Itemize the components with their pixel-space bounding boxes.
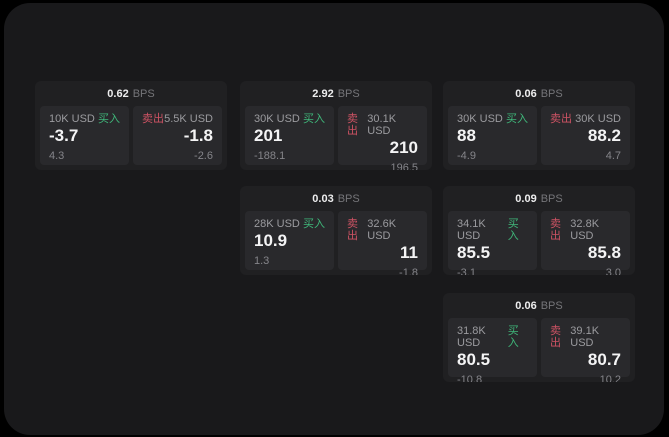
bps-unit-label: BPS [337,87,360,100]
buy-price: 10.9 [254,231,288,250]
bps-value: 0.09 [515,192,537,205]
bps-value: 0.06 [515,87,537,100]
buy-amount: 28K USD [254,218,300,230]
sell-panel[interactable]: 卖出 39.1K USD 80.7 10.2 [541,318,630,382]
bps-unit-label: BPS [540,87,563,100]
buy-delta: -10.8 [457,374,483,382]
bps-header: 0.06 BPS [443,293,635,318]
bps-unit-label: BPS [540,192,563,205]
app-window: 0.62 BPS 10K USD 买入 -3.7 4.3 卖出 5.5K USD… [4,3,664,435]
sell-side-label: 卖出 [347,218,358,242]
sell-panel[interactable]: 卖出 5.5K USD -1.8 -2.6 [133,106,222,165]
sell-panel[interactable]: 卖出 32.6K USD 11 -1.8 [338,211,427,275]
bps-unit-label: BPS [540,299,563,312]
buy-price: -3.7 [49,126,79,145]
sell-delta: 10.2 [599,374,621,382]
sell-price: -1.8 [183,126,213,145]
buy-side-label: 买入 [303,113,325,125]
buy-amount: 30K USD [457,113,503,125]
sell-amount: 5.5K USD [164,113,213,125]
quote-body: 30K USD 买入 201 -188.1 卖出 30.1K USD 210 1… [240,106,432,170]
buy-amount: 31.8K USD [457,325,486,349]
bps-header: 0.06 BPS [443,81,635,106]
sell-amount: 30.1K USD [367,113,397,137]
quote-card: 0.06 BPS 30K USD 买入 88 -4.9 卖出 30K USD 8… [443,81,635,170]
bps-header: 0.03 BPS [240,186,432,211]
quote-card: 0.09 BPS 34.1K USD 买入 85.5 -3.1 卖出 32.8K… [443,186,635,275]
sell-delta: 3.0 [605,267,621,275]
sell-price: 210 [389,138,418,157]
sell-side-label: 卖出 [550,218,561,242]
sell-delta: -2.6 [194,150,213,162]
sell-side-label: 卖出 [550,113,572,125]
buy-panel[interactable]: 30K USD 买入 88 -4.9 [448,106,537,165]
buy-panel[interactable]: 28K USD 买入 10.9 1.3 [245,211,334,270]
sell-panel[interactable]: 卖出 30K USD 88.2 4.7 [541,106,630,165]
sell-price: 11 [400,243,418,262]
bps-unit-label: BPS [337,192,360,205]
bps-value: 2.92 [312,87,334,100]
buy-panel[interactable]: 10K USD 买入 -3.7 4.3 [40,106,129,165]
sell-side-label: 卖出 [142,113,164,125]
quote-body: 30K USD 买入 88 -4.9 卖出 30K USD 88.2 4.7 [443,106,635,165]
buy-panel[interactable]: 34.1K USD 买入 85.5 -3.1 [448,211,537,275]
sell-amount: 30K USD [575,113,621,125]
buy-side-label: 买入 [506,113,528,125]
bps-header: 0.62 BPS [35,81,227,106]
buy-panel[interactable]: 31.8K USD 买入 80.5 -10.8 [448,318,537,382]
sell-panel[interactable]: 卖出 32.8K USD 85.8 3.0 [541,211,630,275]
quote-body: 28K USD 买入 10.9 1.3 卖出 32.6K USD 11 -1.8 [240,211,432,275]
sell-side-label: 卖出 [347,113,358,137]
buy-amount: 10K USD [49,113,95,125]
buy-delta: 4.3 [49,150,65,162]
bps-value: 0.03 [312,192,334,205]
buy-price: 80.5 [457,350,491,369]
buy-delta: 1.3 [254,255,270,267]
quote-card: 2.92 BPS 30K USD 买入 201 -188.1 卖出 30.1K … [240,81,432,170]
bps-value: 0.06 [515,299,537,312]
sell-panel[interactable]: 卖出 30.1K USD 210 196.5 [338,106,427,170]
quote-card: 0.06 BPS 31.8K USD 买入 80.5 -10.8 卖出 39.1… [443,293,635,382]
sell-side-label: 卖出 [550,325,561,349]
buy-delta: -188.1 [254,150,286,162]
buy-panel[interactable]: 30K USD 买入 201 -188.1 [245,106,334,165]
sell-delta: 4.7 [605,150,621,162]
sell-amount: 32.6K USD [367,218,397,242]
sell-price: 85.8 [587,243,621,262]
sell-delta: -1.8 [399,267,418,275]
quote-body: 10K USD 买入 -3.7 4.3 卖出 5.5K USD -1.8 -2.… [35,106,227,165]
buy-amount: 34.1K USD [457,218,486,242]
buy-amount: 30K USD [254,113,300,125]
sell-price: 88.2 [587,126,621,145]
buy-price: 201 [254,126,283,145]
buy-price: 88 [457,126,476,145]
quote-body: 31.8K USD 买入 80.5 -10.8 卖出 39.1K USD 80.… [443,318,635,382]
bps-header: 0.09 BPS [443,186,635,211]
bps-unit-label: BPS [132,87,155,100]
buy-side-label: 买入 [507,325,519,349]
sell-price: 80.7 [587,350,621,369]
buy-side-label: 买入 [507,218,519,242]
buy-side-label: 买入 [98,113,120,125]
quote-card: 0.03 BPS 28K USD 买入 10.9 1.3 卖出 32.6K US… [240,186,432,275]
sell-amount: 39.1K USD [570,325,600,349]
buy-side-label: 买入 [303,218,325,230]
bps-header: 2.92 BPS [240,81,432,106]
buy-delta: -3.1 [457,267,476,275]
buy-price: 85.5 [457,243,491,262]
quote-card: 0.62 BPS 10K USD 买入 -3.7 4.3 卖出 5.5K USD… [35,81,227,170]
buy-delta: -4.9 [457,150,476,162]
sell-delta: 196.5 [390,162,418,170]
quote-body: 34.1K USD 买入 85.5 -3.1 卖出 32.8K USD 85.8… [443,211,635,275]
sell-amount: 32.8K USD [570,218,600,242]
bps-value: 0.62 [107,87,129,100]
